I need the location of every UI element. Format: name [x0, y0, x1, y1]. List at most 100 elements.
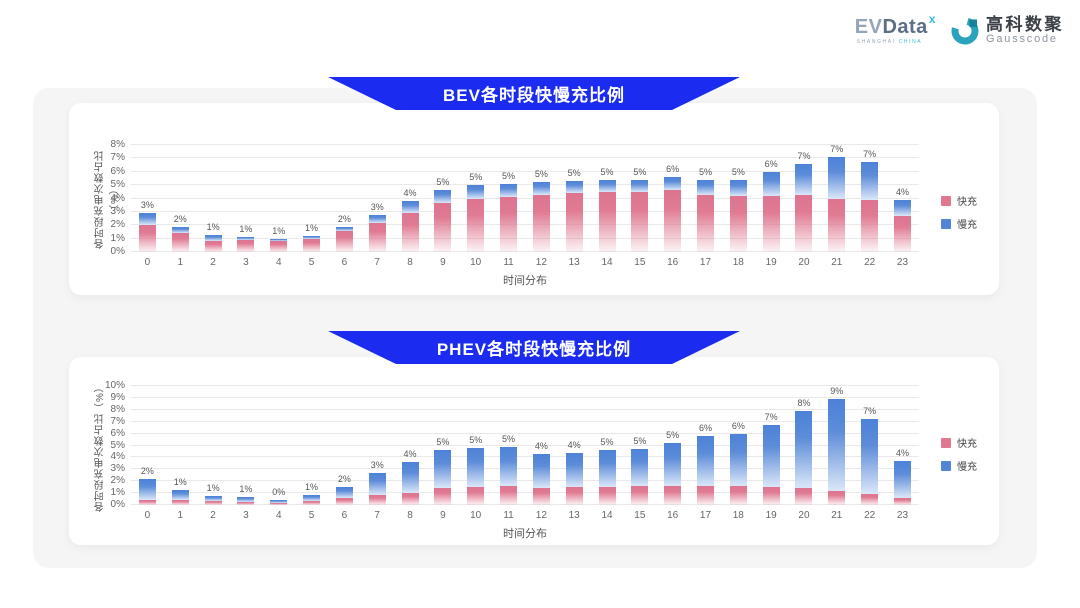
bar: 2%	[164, 145, 197, 252]
gridline	[131, 468, 919, 470]
bar-segment-fast	[171, 500, 189, 505]
x-tick-label: 6	[341, 257, 348, 268]
bar-segment-slow	[565, 452, 583, 488]
gridline	[131, 144, 919, 145]
legend-label: 快充	[957, 197, 977, 208]
bar-segment-fast	[138, 225, 156, 252]
legend-item: 快充	[941, 193, 977, 208]
bar-segment-slow	[138, 478, 156, 500]
bar: 5%	[623, 145, 656, 252]
bar: 7%	[853, 145, 886, 252]
bar-total-label: 2%	[337, 213, 351, 224]
phev-chart: 各时段充电次数占比（%） 0% 1% 2% 3% 4% 5% 6% 7% 8% 9% 10% 2% 1% 1…	[69, 357, 999, 545]
bar-segment-slow	[434, 450, 452, 489]
bar-segment-fast	[434, 202, 452, 252]
bar: 4%	[886, 386, 919, 505]
gridline	[131, 157, 919, 159]
bar-segment-slow	[696, 179, 714, 195]
evdata-logo: EV Data x SHANGHAI CHINA	[855, 13, 936, 45]
bev-chart-card: BEV各时段快慢充比例 各时段充电次数占比（%） 0% 1% 2% 3% 4% 5% 6% 7%…	[69, 77, 999, 295]
bar: 6%	[722, 386, 755, 505]
y-tick-label: 4%	[110, 451, 125, 463]
x-tick-label: 1	[177, 257, 184, 268]
bar-segment-fast	[368, 222, 386, 252]
bar-segment-fast	[795, 488, 813, 505]
bar-segment-fast	[795, 194, 813, 252]
bar: 6%	[755, 145, 788, 252]
bar-segment-fast	[598, 487, 616, 505]
bev-chart: 各时段充电次数占比（%） 0% 1% 2% 3% 4% 5% 6% 7% 8% 3% 2% 1% 1% 1%…	[69, 103, 999, 295]
x-axis-title: 时间分布	[503, 275, 547, 287]
bar-segment-fast	[893, 497, 911, 505]
bar-segment-fast	[729, 485, 747, 505]
plot-area: 0% 1% 2% 3% 4% 5% 6% 7% 8% 9% 10% 2% 1% 1% 1% 0% 1% 2% 3% 4…	[105, 380, 919, 521]
bar: 1%	[229, 145, 262, 252]
bar: 6%	[689, 386, 722, 505]
bar-segment-slow	[893, 199, 911, 216]
bar-segment-fast	[467, 198, 485, 252]
bar-total-label: 6%	[698, 423, 712, 433]
gridline	[131, 456, 919, 458]
bar-segment-slow	[171, 226, 189, 234]
legend-swatch	[941, 218, 951, 229]
bar: 6%	[656, 145, 689, 252]
bar-segment-slow	[861, 419, 879, 495]
bar-segment-fast	[500, 197, 518, 252]
y-tick-label: 7%	[110, 415, 125, 427]
x-tick-label: 0	[144, 257, 151, 268]
bar-total-label: 6%	[764, 158, 778, 169]
bar: 7%	[853, 386, 886, 505]
bar-segment-slow	[631, 449, 649, 486]
y-tick-label: 6%	[110, 165, 125, 177]
bar-segment-fast	[631, 485, 649, 505]
gridline	[131, 385, 919, 386]
bar-segment-fast	[664, 190, 682, 252]
bar: 8%	[788, 386, 821, 505]
x-tick-label: 8	[407, 510, 413, 521]
x-tick-label: 18	[732, 510, 744, 521]
x-tick-label: 17	[699, 510, 712, 521]
bar-segment-fast	[828, 490, 846, 505]
bar: 1%	[229, 386, 262, 505]
bar-total-label: 0%	[272, 486, 286, 497]
gausscode-name-cn: 高科数聚	[986, 15, 1064, 35]
x-tick-label: 15	[634, 257, 646, 268]
legend-item: 慢充	[941, 458, 977, 473]
bar-total-label: 5%	[502, 170, 516, 181]
bar-total-label: 2%	[337, 473, 351, 484]
bar-total-label: 7%	[830, 144, 844, 154]
x-tick-label: 20	[798, 257, 810, 268]
bar-segment-fast	[335, 498, 353, 505]
bar-segment-fast	[664, 485, 682, 505]
bar-segment-slow	[138, 213, 156, 226]
bar-total-label: 1%	[272, 226, 286, 237]
bar-segment-slow	[795, 163, 813, 195]
bar: 4%	[558, 386, 591, 505]
x-tick-label: 7	[374, 257, 380, 268]
x-tick-label: 11	[503, 257, 514, 268]
gridline	[131, 251, 919, 252]
bar-total-label: 9%	[830, 386, 844, 397]
y-tick-label: 3%	[110, 205, 125, 217]
y-tick-label: 2%	[110, 475, 125, 487]
gridline	[131, 444, 919, 446]
y-tick-label: 4%	[110, 192, 125, 204]
bar: 3%	[131, 145, 164, 252]
bar-total-label: 1%	[206, 221, 220, 232]
bar-segment-slow	[237, 497, 255, 503]
x-tick-label: 21	[831, 510, 843, 521]
x-tick-label: 13	[568, 257, 580, 268]
bar-segment-slow	[368, 214, 386, 223]
x-tick-label: 23	[896, 510, 909, 521]
bar-segment-slow	[664, 177, 682, 191]
gridline	[131, 184, 919, 186]
x-tick-label: 6	[341, 510, 348, 521]
bar: 2%	[131, 386, 164, 505]
x-tick-label: 5	[308, 510, 315, 521]
x-tick-label: 18	[732, 257, 744, 268]
legend-label: 慢充	[957, 220, 977, 231]
bar-segment-fast	[729, 195, 747, 252]
bar: 4%	[886, 145, 919, 252]
gridline	[131, 210, 919, 212]
y-tick-label: 0%	[110, 499, 125, 510]
